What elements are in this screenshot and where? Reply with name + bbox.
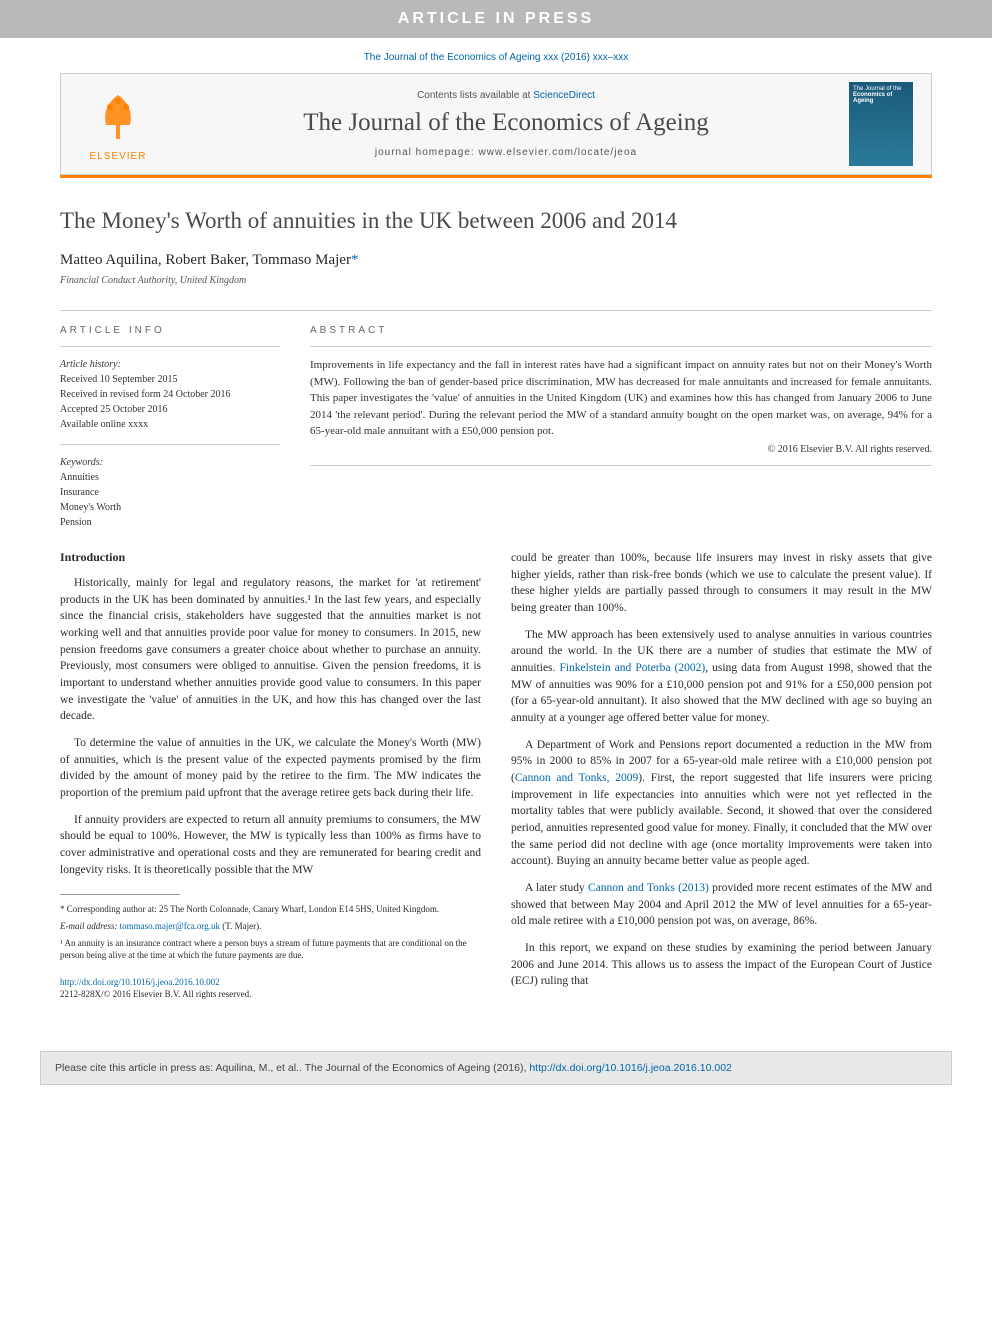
keyword: Annuities: [60, 472, 99, 483]
online-date: Available online xxxx: [60, 419, 148, 430]
journal-homepage: journal homepage: www.elsevier.com/locat…: [163, 147, 849, 158]
abstract-block: ABSTRACT Improvements in life expectancy…: [310, 325, 932, 530]
footer-citation-box: Please cite this article in press as: Aq…: [40, 1051, 952, 1085]
column-left: Introduction Historically, mainly for le…: [60, 550, 481, 1001]
body-paragraph: In this report, we expand on these studi…: [511, 940, 932, 990]
abstract-label: ABSTRACT: [310, 325, 932, 336]
publisher-name: ELSEVIER: [73, 151, 163, 162]
footnote-1: ¹ An annuity is an insurance contract wh…: [60, 937, 481, 962]
journal-cover-thumb: The Journal of the Economics of Ageing: [849, 82, 919, 166]
body-paragraph: The MW approach has been extensively use…: [511, 627, 932, 727]
article-info-label: ARTICLE INFO: [60, 325, 280, 336]
keyword: Insurance: [60, 487, 99, 498]
column-right: could be greater than 100%, because life…: [511, 550, 932, 1001]
body-paragraph: To determine the value of annuities in t…: [60, 735, 481, 802]
sciencedirect-link[interactable]: ScienceDirect: [533, 90, 595, 101]
masthead-center: Contents lists available at ScienceDirec…: [163, 90, 849, 158]
doi-link[interactable]: http://dx.doi.org/10.1016/j.jeoa.2016.10…: [60, 977, 220, 987]
doi-block: http://dx.doi.org/10.1016/j.jeoa.2016.10…: [60, 976, 481, 1001]
revised-date: Received in revised form 24 October 2016: [60, 389, 231, 400]
abstract-copyright: © 2016 Elsevier B.V. All rights reserved…: [310, 444, 932, 455]
citation-link[interactable]: Cannon and Tonks (2013): [588, 882, 709, 894]
received-date: Received 10 September 2015: [60, 374, 177, 385]
keyword: Pension: [60, 517, 92, 528]
affiliation: Financial Conduct Authority, United King…: [60, 275, 932, 286]
corresponding-footnote: * Corresponding author at: 25 The North …: [60, 903, 481, 916]
footer-doi-link[interactable]: http://dx.doi.org/10.1016/j.jeoa.2016.10…: [529, 1062, 732, 1074]
corresponding-star-icon: *: [351, 252, 359, 268]
body-paragraph: If annuity providers are expected to ret…: [60, 812, 481, 879]
body-paragraph: Historically, mainly for legal and regul…: [60, 575, 481, 725]
accepted-date: Accepted 25 October 2016: [60, 404, 167, 415]
body-paragraph: A Department of Work and Pensions report…: [511, 737, 932, 870]
article-title: The Money's Worth of annuities in the UK…: [60, 208, 932, 234]
keywords-label: Keywords:: [60, 457, 103, 468]
intro-heading: Introduction: [60, 550, 481, 565]
publisher-block: ELSEVIER: [73, 87, 163, 162]
article-in-press-banner: ARTICLE IN PRESS: [0, 0, 992, 38]
journal-masthead: ELSEVIER Contents lists available at Sci…: [60, 73, 932, 175]
homepage-url[interactable]: www.elsevier.com/locate/jeoa: [479, 147, 638, 158]
body-columns: Introduction Historically, mainly for le…: [60, 550, 932, 1001]
footnote-separator: [60, 894, 180, 895]
banner-text: ARTICLE IN PRESS: [398, 10, 594, 27]
email-footnote: E-mail address: tommaso.majer@fca.org.uk…: [60, 920, 481, 933]
top-citation: The Journal of the Economics of Ageing x…: [0, 38, 992, 73]
body-paragraph: could be greater than 100%, because life…: [511, 550, 932, 617]
email-link[interactable]: tommaso.majer@fca.org.uk: [120, 921, 220, 931]
citation-link[interactable]: Cannon and Tonks, 2009: [515, 772, 638, 784]
history-label: Article history:: [60, 359, 121, 370]
article-info-block: ARTICLE INFO Article history: Received 1…: [60, 325, 280, 530]
keyword: Money's Worth: [60, 502, 121, 513]
citation-link[interactable]: Finkelstein and Poterba (2002): [559, 662, 705, 674]
contents-line: Contents lists available at ScienceDirec…: [163, 90, 849, 101]
divider: [60, 310, 932, 311]
abstract-text: Improvements in life expectancy and the …: [310, 357, 932, 440]
journal-name: The Journal of the Economics of Ageing: [163, 109, 849, 137]
body-paragraph: A later study Cannon and Tonks (2013) pr…: [511, 880, 932, 930]
issn-copyright: 2212-828X/© 2016 Elsevier B.V. All right…: [60, 989, 251, 999]
authors-line: Matteo Aquilina, Robert Baker, Tommaso M…: [60, 252, 932, 269]
elsevier-tree-icon: [88, 87, 148, 147]
